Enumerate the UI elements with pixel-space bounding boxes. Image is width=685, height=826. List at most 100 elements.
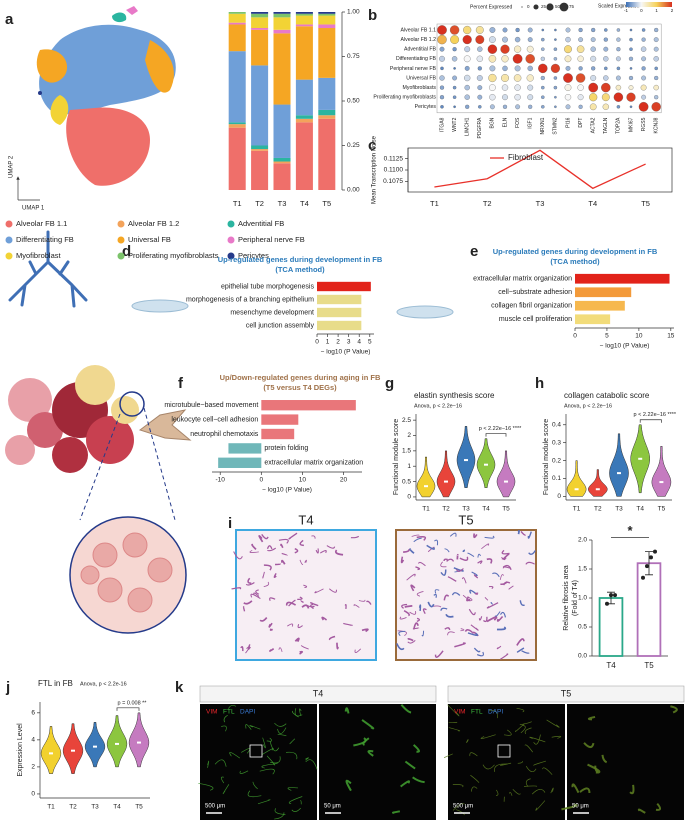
tissue-strand	[273, 573, 277, 578]
fluorescence-strand	[517, 760, 523, 764]
fluorescence-strand	[228, 704, 237, 709]
chart-title: FTL in FB	[38, 679, 73, 688]
violin	[62, 723, 84, 774]
size-legend-dot	[533, 4, 539, 10]
legend-label: Differentiating FB	[16, 235, 74, 244]
dot	[553, 85, 558, 90]
x-tick-label: 15	[667, 333, 675, 340]
dot	[653, 84, 659, 91]
bar-segment	[251, 149, 269, 151]
fluorescence-strand	[266, 737, 273, 742]
tissue-strand	[247, 644, 251, 650]
size-legend-dot	[521, 6, 523, 8]
panel-label: h	[535, 375, 544, 392]
x-tick-label: 5	[605, 333, 609, 340]
tissue-strand	[253, 592, 260, 597]
data-point	[605, 601, 609, 606]
tissue-strand	[418, 561, 426, 567]
size-legend-label: 25	[541, 4, 547, 9]
panel-label: a	[5, 11, 14, 28]
dot	[629, 28, 633, 32]
tissue-strand	[434, 539, 439, 546]
scale-bar-label: 500 μm	[205, 804, 225, 810]
x-tick-label: T2	[594, 506, 602, 513]
fluorescence-strand	[452, 803, 465, 811]
bar-segment	[228, 127, 246, 190]
dot	[553, 47, 558, 51]
chart-subtitle: Anova, p < 2.2e−16	[564, 403, 612, 409]
dot	[628, 56, 634, 61]
fluorescence-strand	[637, 808, 646, 814]
fluorescence-strand	[466, 739, 469, 743]
tissue-strand	[473, 533, 478, 539]
tissue-strand	[519, 600, 525, 607]
y-tick-label: 0.2	[552, 457, 561, 464]
fluorescence-image	[319, 704, 436, 820]
row-label: Differentiating FB	[396, 56, 437, 62]
fluorescence-strand	[412, 776, 425, 784]
y-tick-label: 2	[31, 764, 35, 771]
panel-header	[199, 685, 437, 703]
tissue-strand	[444, 627, 451, 631]
dot	[575, 73, 586, 83]
tissue-strand	[343, 622, 353, 626]
violin	[416, 456, 436, 498]
gene-label: MKI67	[628, 117, 634, 132]
color-legend-label: 0	[640, 8, 643, 13]
dot	[629, 37, 633, 42]
tissue-strand	[462, 594, 471, 602]
tissue-strand	[243, 600, 253, 605]
violin	[588, 469, 608, 497]
category-label: epithelial tube morphogenesis	[221, 283, 315, 290]
category-label: protein folding	[264, 445, 308, 452]
tissue-strand	[416, 536, 427, 541]
dot	[527, 84, 534, 91]
tissue-strand	[299, 650, 304, 655]
dot	[541, 105, 545, 109]
tissue-strand	[413, 537, 422, 543]
tissue-strand	[440, 607, 448, 611]
fluorescence-image	[200, 704, 317, 820]
dot	[476, 55, 483, 62]
dot	[502, 104, 508, 109]
tissue-strand	[462, 549, 466, 553]
x-tick-label: T4	[482, 506, 490, 513]
dot	[638, 101, 649, 112]
dot	[464, 84, 470, 91]
category-label: collagen fibril organization	[491, 303, 572, 310]
dot	[554, 28, 557, 32]
fluorescence-strand	[305, 757, 309, 761]
violin	[609, 433, 629, 497]
x-tick-label: 3	[347, 339, 351, 346]
dot	[565, 27, 571, 33]
dot	[564, 94, 572, 101]
dot	[515, 104, 521, 110]
dot	[641, 75, 647, 81]
tissue-strand	[297, 623, 303, 629]
dot	[502, 94, 508, 101]
fluorescence-strand	[277, 727, 287, 734]
tissue-strand	[263, 564, 272, 571]
bar	[261, 400, 356, 411]
legend-label: Fibroblast	[508, 153, 544, 162]
bar	[228, 443, 262, 454]
dot	[565, 36, 571, 43]
tissue-strand	[486, 558, 493, 564]
fluorescence-strand	[550, 787, 554, 794]
x-tick-label: T3	[91, 804, 99, 811]
dot	[540, 75, 545, 81]
tissue-strand	[233, 551, 243, 560]
tissue-strand	[468, 608, 476, 616]
bar-segment	[228, 122, 246, 125]
bar-segment	[295, 79, 313, 116]
tissue-strand	[432, 605, 442, 608]
x-tick-label: T1	[430, 199, 439, 208]
fluorescence-strand	[344, 707, 350, 714]
dot	[565, 104, 571, 110]
gene-label: LIMCH1	[465, 117, 471, 136]
tissue-strand	[409, 548, 415, 554]
category-label: leukocyte cell−cell adhesion	[171, 416, 258, 423]
gene-label: BGN	[490, 117, 496, 128]
scale-bar-label: 500 μm	[453, 804, 473, 810]
